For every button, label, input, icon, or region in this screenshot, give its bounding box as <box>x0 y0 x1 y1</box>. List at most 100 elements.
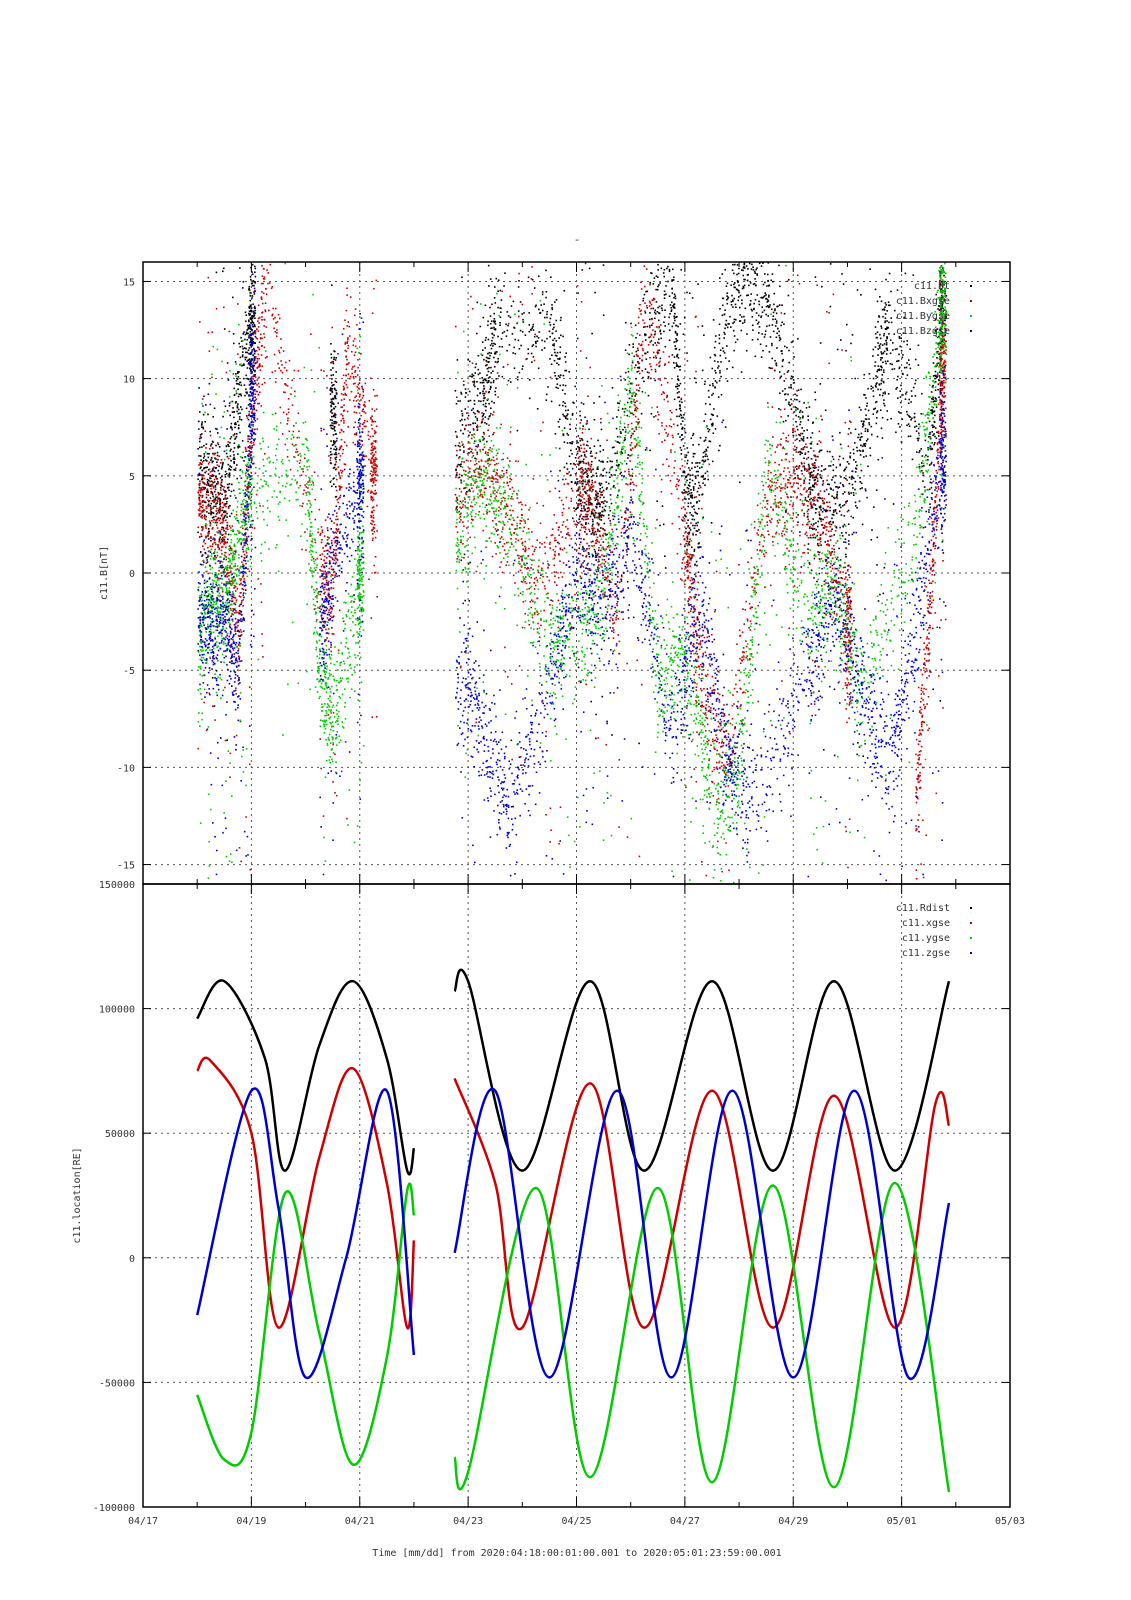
data-point <box>335 554 338 557</box>
data-point <box>203 486 205 489</box>
data-point <box>774 309 776 312</box>
data-point <box>856 289 859 291</box>
data-point <box>313 608 316 610</box>
data-point <box>791 376 794 378</box>
data-point <box>698 507 700 510</box>
data-point <box>585 503 588 506</box>
data-point <box>314 569 317 571</box>
data-point <box>552 344 554 346</box>
data-point <box>683 489 685 491</box>
data-point <box>554 354 557 357</box>
data-point <box>577 506 579 509</box>
data-point <box>808 467 811 469</box>
data-point <box>216 527 219 529</box>
data-point <box>229 661 231 663</box>
data-point <box>249 441 252 444</box>
data-point <box>797 416 800 418</box>
data-point <box>207 550 210 553</box>
data-point <box>476 426 478 428</box>
data-point <box>320 767 322 770</box>
data-point <box>370 470 372 473</box>
data-point <box>503 330 506 333</box>
data-point <box>831 513 834 516</box>
data-point <box>687 502 690 505</box>
data-point <box>915 425 918 427</box>
data-point <box>621 474 623 477</box>
data-point <box>236 477 238 480</box>
data-point <box>248 287 250 290</box>
data-point <box>585 444 588 446</box>
data-point <box>227 457 230 460</box>
data-point <box>484 304 487 307</box>
data-point <box>804 469 806 471</box>
data-point <box>601 494 603 496</box>
data-point <box>200 426 203 428</box>
data-point <box>211 677 214 679</box>
data-point <box>219 462 222 464</box>
data-point <box>226 410 229 412</box>
data-point <box>532 356 535 358</box>
data-point <box>921 469 923 472</box>
data-point <box>779 338 782 340</box>
data-point <box>931 409 933 411</box>
data-point <box>213 505 215 508</box>
data-point <box>748 284 750 287</box>
data-point <box>226 516 228 518</box>
data-point <box>244 333 247 336</box>
data-point <box>459 500 462 503</box>
data-point <box>260 601 263 603</box>
data-point <box>752 283 755 286</box>
data-point <box>492 345 494 347</box>
data-point <box>754 298 757 301</box>
data-point <box>251 359 253 361</box>
data-point <box>335 794 338 797</box>
data-point <box>225 502 228 505</box>
data-point <box>828 483 830 486</box>
data-point <box>839 482 842 484</box>
data-point <box>213 500 216 503</box>
data-point <box>370 498 372 501</box>
data-point <box>874 401 877 404</box>
data-point <box>680 414 683 417</box>
data-point <box>235 401 237 403</box>
data-point <box>882 369 885 371</box>
data-point <box>340 486 343 488</box>
data-point <box>225 558 227 561</box>
data-point <box>541 349 543 351</box>
data-point <box>684 431 687 434</box>
data-point <box>884 320 887 322</box>
data-point <box>675 365 678 367</box>
data-point <box>702 474 705 477</box>
data-point <box>896 316 898 319</box>
data-point <box>694 573 696 576</box>
data-point <box>620 471 622 474</box>
data-point <box>263 346 266 349</box>
data-point <box>928 420 931 423</box>
data-point <box>464 396 467 398</box>
data-point <box>698 484 701 487</box>
data-point <box>895 388 897 390</box>
data-point <box>357 359 359 361</box>
data-point <box>214 548 216 551</box>
data-point <box>701 493 703 496</box>
data-point <box>708 428 711 431</box>
data-point <box>578 547 581 550</box>
data-point <box>250 539 252 541</box>
data-point <box>798 400 801 403</box>
data-point <box>370 522 372 525</box>
data-point <box>742 322 744 324</box>
data-point <box>796 474 799 477</box>
data-point <box>808 406 811 408</box>
data-point <box>367 434 369 437</box>
data-point <box>787 403 790 405</box>
data-point <box>370 462 372 464</box>
data-point <box>586 510 588 513</box>
data-point <box>207 595 210 597</box>
data-point <box>334 380 337 383</box>
data-point <box>460 429 462 432</box>
data-point <box>582 473 585 475</box>
data-point <box>237 376 240 378</box>
data-point <box>198 498 201 501</box>
data-point <box>223 503 225 506</box>
data-point <box>810 474 813 477</box>
